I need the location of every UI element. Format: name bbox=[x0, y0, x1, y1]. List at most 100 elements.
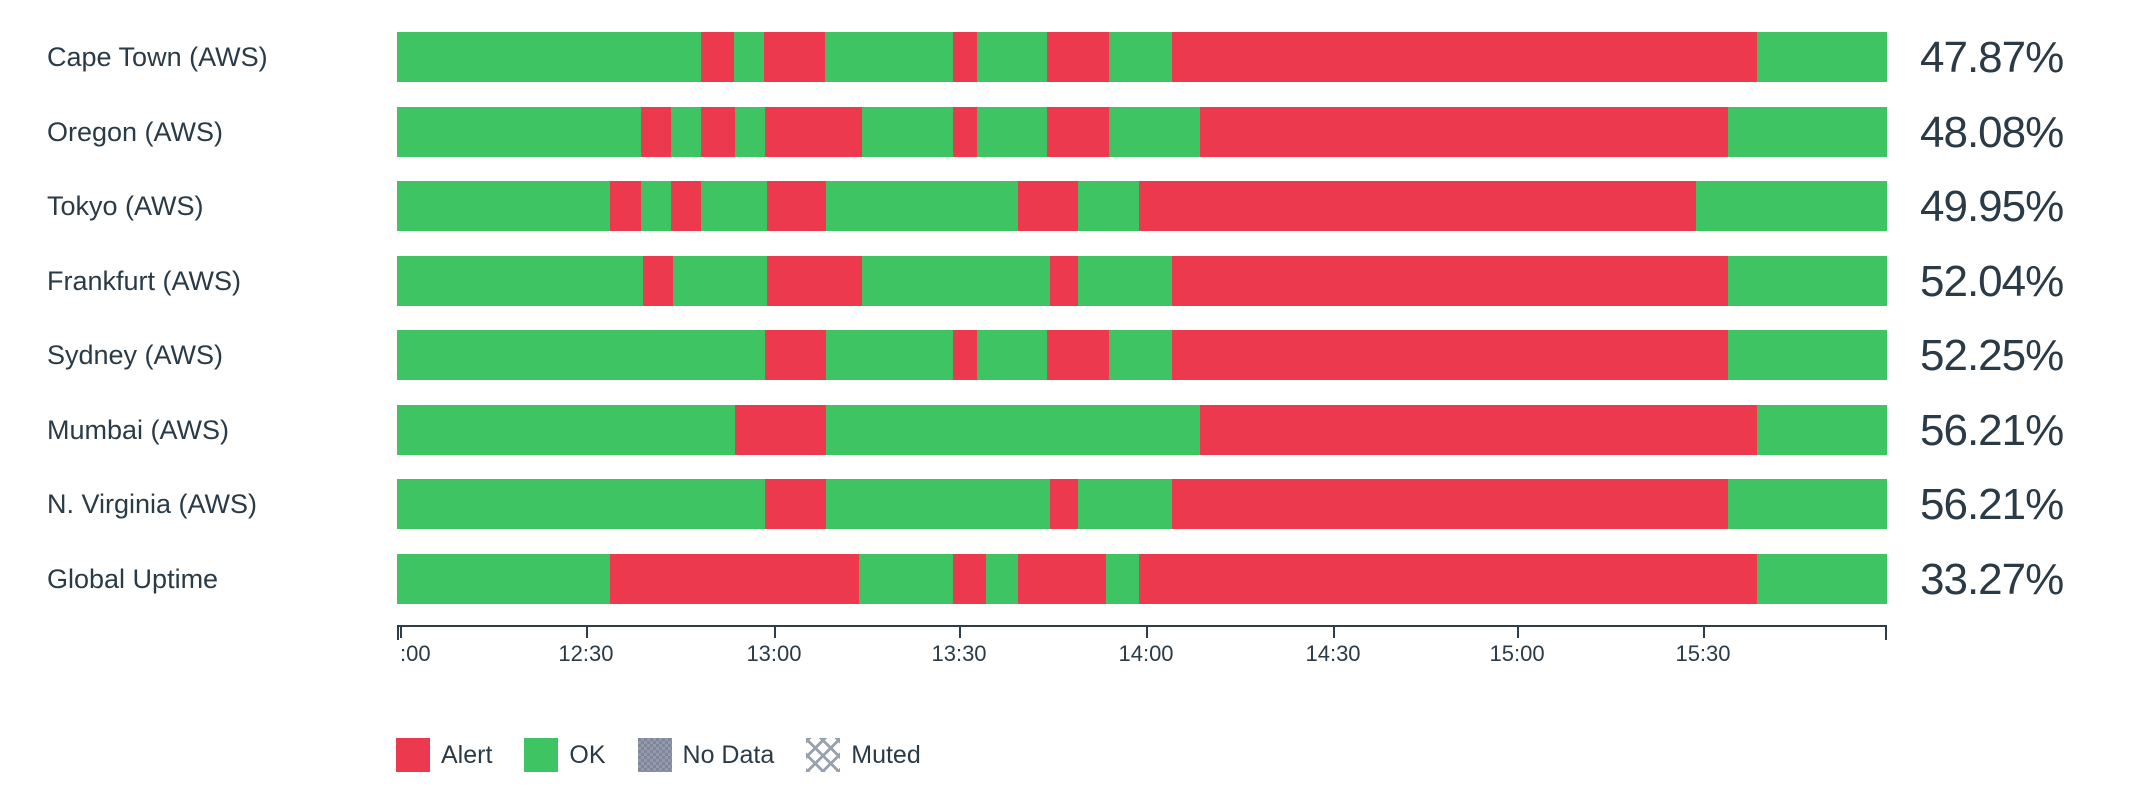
legend-item-alert[interactable]: Alert bbox=[396, 738, 492, 772]
legend-label: Muted bbox=[851, 740, 921, 769]
status-segment-ok[interactable] bbox=[1757, 553, 1887, 604]
status-segment-ok[interactable] bbox=[1109, 330, 1172, 380]
status-segment-ok[interactable] bbox=[1727, 479, 1887, 529]
axis-tick-label: 14:00 bbox=[1118, 641, 1174, 666]
status-segment-ok[interactable] bbox=[824, 32, 953, 82]
status-segment-ok[interactable] bbox=[1077, 479, 1172, 529]
uptime-bar[interactable] bbox=[397, 255, 1887, 306]
status-segment-alert[interactable] bbox=[610, 181, 642, 231]
legend-item-ok[interactable]: OK bbox=[524, 738, 606, 772]
status-segment-ok[interactable] bbox=[733, 32, 764, 82]
status-segment-alert[interactable] bbox=[641, 106, 672, 157]
uptime-percentage: 52.25% bbox=[1920, 331, 2064, 380]
status-segment-ok[interactable] bbox=[826, 330, 953, 380]
uptime-bar[interactable] bbox=[397, 330, 1887, 380]
status-segment-alert[interactable] bbox=[952, 553, 986, 604]
status-row: Oregon (AWS) 48.08% bbox=[0, 106, 2134, 157]
status-segment-ok[interactable] bbox=[826, 479, 1050, 529]
status-segment-ok[interactable] bbox=[1727, 255, 1887, 306]
status-segment-alert[interactable] bbox=[671, 181, 701, 231]
legend-item-no_data[interactable]: No Data bbox=[637, 738, 774, 772]
status-segment-ok[interactable] bbox=[976, 330, 1047, 380]
status-segment-ok[interactable] bbox=[1757, 32, 1887, 82]
status-segment-alert[interactable] bbox=[765, 106, 862, 157]
uptime-bar[interactable] bbox=[397, 106, 1887, 157]
status-segment-alert[interactable] bbox=[765, 479, 827, 529]
status-segment-alert[interactable] bbox=[610, 553, 859, 604]
status-segment-alert[interactable] bbox=[765, 330, 827, 380]
status-segment-ok[interactable] bbox=[1077, 255, 1172, 306]
status-segment-ok[interactable] bbox=[861, 106, 953, 157]
status-segment-alert[interactable] bbox=[1046, 32, 1110, 82]
uptime-bar[interactable] bbox=[397, 181, 1887, 231]
uptime-bar[interactable] bbox=[397, 553, 1887, 604]
status-segment-alert[interactable] bbox=[700, 106, 736, 157]
status-segment-ok[interactable] bbox=[397, 330, 766, 380]
status-segment-alert[interactable] bbox=[1171, 479, 1728, 529]
status-segment-alert[interactable] bbox=[1018, 181, 1078, 231]
status-segment-ok[interactable] bbox=[1109, 106, 1201, 157]
status-segment-alert[interactable] bbox=[1171, 255, 1728, 306]
status-segment-alert[interactable] bbox=[700, 32, 734, 82]
status-segment-ok[interactable] bbox=[397, 404, 736, 455]
status-segment-ok[interactable] bbox=[858, 553, 953, 604]
uptime-bar[interactable] bbox=[397, 404, 1887, 455]
status-segment-alert[interactable] bbox=[1171, 32, 1758, 82]
status-segment-alert[interactable] bbox=[1049, 479, 1078, 529]
status-segment-ok[interactable] bbox=[1109, 32, 1172, 82]
status-segment-ok[interactable] bbox=[826, 181, 1019, 231]
status-segment-ok[interactable] bbox=[985, 553, 1019, 604]
status-segment-ok[interactable] bbox=[1696, 181, 1887, 231]
status-segment-ok[interactable] bbox=[672, 255, 767, 306]
status-segment-alert[interactable] bbox=[1046, 106, 1110, 157]
axis-tick bbox=[1333, 627, 1336, 638]
status-segment-ok[interactable] bbox=[700, 181, 767, 231]
axis-tick bbox=[1517, 627, 1520, 638]
status-segment-ok[interactable] bbox=[826, 404, 1201, 455]
status-segment-alert[interactable] bbox=[642, 255, 673, 306]
status-segment-ok[interactable] bbox=[735, 106, 766, 157]
axis-tick-label: 12:30 bbox=[558, 641, 614, 666]
uptime-bar[interactable] bbox=[397, 479, 1887, 529]
status-segment-alert[interactable] bbox=[763, 32, 825, 82]
status-segment-ok[interactable] bbox=[976, 32, 1047, 82]
status-segment-ok[interactable] bbox=[397, 181, 611, 231]
uptime-percentage: 56.21% bbox=[1920, 405, 2064, 455]
status-segment-alert[interactable] bbox=[1046, 330, 1110, 380]
axis-tick-label: 15:00 bbox=[1489, 641, 1545, 666]
status-segment-alert[interactable] bbox=[766, 255, 862, 306]
status-segment-ok[interactable] bbox=[1727, 330, 1887, 380]
status-segment-ok[interactable] bbox=[397, 255, 643, 306]
status-segment-ok[interactable] bbox=[1077, 181, 1139, 231]
status-segment-alert[interactable] bbox=[1049, 255, 1078, 306]
status-segment-alert[interactable] bbox=[1139, 553, 1758, 604]
status-segment-ok[interactable] bbox=[1727, 106, 1887, 157]
status-segment-ok[interactable] bbox=[397, 106, 642, 157]
status-segment-alert[interactable] bbox=[735, 404, 827, 455]
row-label: Frankfurt (AWS) bbox=[47, 265, 242, 296]
axis-endcap-tick bbox=[1885, 627, 1887, 640]
status-segment-alert[interactable] bbox=[766, 181, 827, 231]
status-segment-alert[interactable] bbox=[1171, 330, 1728, 380]
status-segment-alert[interactable] bbox=[1200, 106, 1728, 157]
status-segment-ok[interactable] bbox=[976, 106, 1047, 157]
status-segment-alert[interactable] bbox=[1018, 553, 1107, 604]
status-segment-ok[interactable] bbox=[641, 181, 672, 231]
status-segment-ok[interactable] bbox=[861, 255, 1050, 306]
status-segment-alert[interactable] bbox=[952, 106, 977, 157]
legend-item-muted[interactable]: Muted bbox=[806, 738, 921, 772]
status-segment-ok[interactable] bbox=[397, 32, 701, 82]
status-segment-alert[interactable] bbox=[952, 32, 977, 82]
status-segment-ok[interactable] bbox=[397, 553, 611, 604]
status-segment-ok[interactable] bbox=[1106, 553, 1139, 604]
row-label: Sydney (AWS) bbox=[47, 340, 224, 370]
status-segment-alert[interactable] bbox=[952, 330, 977, 380]
status-segment-alert[interactable] bbox=[1200, 404, 1758, 455]
status-segment-ok[interactable] bbox=[397, 479, 766, 529]
status-segment-alert[interactable] bbox=[1139, 181, 1697, 231]
status-segment-ok[interactable] bbox=[671, 106, 701, 157]
status-segment-ok[interactable] bbox=[1757, 404, 1887, 455]
uptime-bar[interactable] bbox=[397, 32, 1887, 82]
uptime-percentage: 47.87% bbox=[1920, 33, 2064, 82]
